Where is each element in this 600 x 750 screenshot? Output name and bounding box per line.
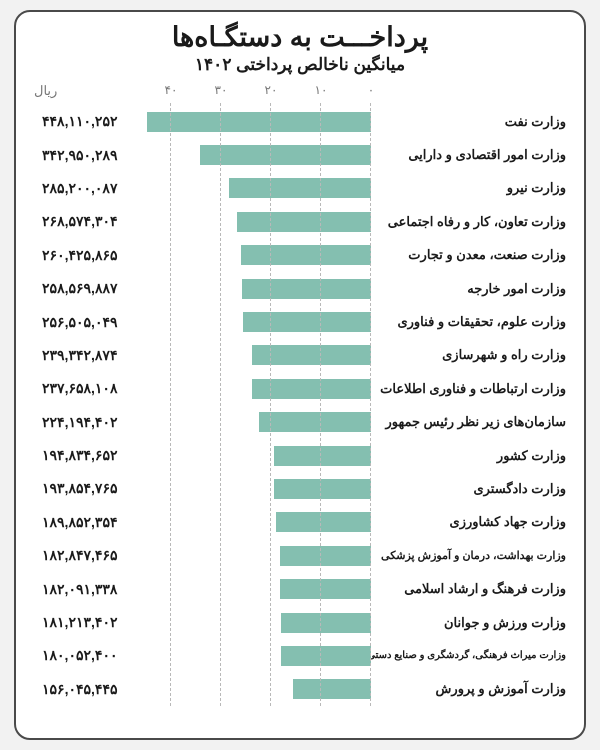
table-row: وزارت آموزش و پرورش ١۵۶,٠۴۵,۴۴۵ [34, 673, 566, 706]
row-label: وزارت تعاون، کار و رفاه اجتماعی [388, 214, 566, 230]
row-label: وزارت آموزش و پرورش [436, 681, 566, 697]
row-value: ١٨١,٢١٣,۴٠٢ [42, 614, 117, 631]
row-label: وزارت نیرو [507, 180, 566, 196]
table-row: وزارت بهداشت، درمان و آموزش پزشکی ١٨٢,٨۴٧… [34, 539, 566, 572]
chart-subtitle: میانگین ناخالص پرداختی ١۴٠٢ [34, 55, 566, 75]
bar [147, 112, 371, 132]
bar [259, 412, 371, 432]
bar [281, 613, 372, 633]
row-value: ٢٣٧,۶۵٨,١٠٨ [42, 380, 117, 397]
bar [276, 512, 371, 532]
bar [280, 546, 372, 566]
row-value: ٢۶٨,۵٧۴,٣٠۴ [42, 213, 118, 230]
chart-card: پرداخـــت به دستگـاه‌ها میانگین ناخالص پ… [14, 10, 586, 740]
table-row: وزارت فرهنگ و ارشاد اسلامی ١٨٢,٠٩١,٣٣٨ [34, 572, 566, 605]
row-value: ٢٨۵,٢٠٠,٠٨٧ [42, 180, 117, 197]
row-value: ١۵۶,٠۴۵,۴۴۵ [42, 681, 118, 698]
table-row: وزارت میراث فرهنگی، گردشگری و صنایع دستی… [34, 639, 566, 672]
row-label: وزارت ارتباطات و فناوری اطلاعات [380, 381, 566, 397]
row-label: وزارت راه و شهرسازی [442, 347, 566, 363]
bar [229, 178, 372, 198]
bar [242, 279, 372, 299]
row-value: ١٩۴,٨٣۴,۶۵٢ [42, 447, 118, 464]
grid-line [270, 103, 271, 706]
table-row: وزارت جهاد کشاورزی ١٨٩,٨۵٢,٣۵۴ [34, 506, 566, 539]
table-row: وزارت دادگستری ١٩٣,٨۵۴,٧۶۵ [34, 472, 566, 505]
table-row: وزارت تعاون، کار و رفاه اجتماعی ٢۶٨,۵٧۴,٣… [34, 205, 566, 238]
bar [237, 212, 372, 232]
row-value: ٢۶٠,۴٢۵,٨۶۵ [42, 247, 118, 264]
grid-line [170, 103, 171, 706]
row-value: ۴۴٨,١١٠,٢۵٢ [42, 113, 118, 130]
row-label: وزارت امور خارجه [467, 281, 566, 297]
axis-tick-label: ٠ [368, 83, 374, 97]
grid-line [370, 103, 371, 706]
row-label: وزارت ورزش و جوانان [444, 615, 566, 631]
row-value: ١٨٢,٠٩١,٣٣٨ [42, 581, 117, 598]
row-value: ١٨٩,٨۵٢,٣۵۴ [42, 514, 117, 531]
row-label: وزارت صنعت، معدن و تجارت [408, 247, 566, 263]
bar [280, 579, 371, 599]
table-row: وزارت امور اقتصادی و دارایی ٣۴٢,٩۵٠,٢٨٩ [34, 138, 566, 171]
table-row: وزارت ارتباطات و فناوری اطلاعات ٢٣٧,۶۵٨,١… [34, 372, 566, 405]
chart-title: پرداخـــت به دستگـاه‌ها [34, 22, 566, 53]
row-label: وزارت جهاد کشاورزی [450, 514, 566, 530]
table-row: وزارت صنعت، معدن و تجارت ٢۶٠,۴٢۵,٨۶۵ [34, 239, 566, 272]
bar [281, 646, 371, 666]
row-value: ٢۵٨,۵۶٩,٨٨٧ [42, 280, 118, 297]
axis-tick-label: ٣٠ [215, 83, 228, 97]
bar [241, 245, 371, 265]
table-row: وزارت راه و شهرسازی ٢٣٩,٣۴٢,٨٧۴ [34, 339, 566, 372]
row-label: وزارت بهداشت، درمان و آموزش پزشکی [381, 549, 566, 562]
table-row: وزارت امور خارجه ٢۵٨,۵۶٩,٨٨٧ [34, 272, 566, 305]
row-label: وزارت فرهنگ و ارشاد اسلامی [404, 581, 566, 597]
row-value: ٢٣٩,٣۴٢,٨٧۴ [42, 347, 117, 364]
row-value: ١٨٢,٨۴٧,۴۶۵ [42, 547, 117, 564]
row-label: وزارت نفت [505, 114, 566, 130]
row-label: وزارت امور اقتصادی و دارایی [408, 147, 566, 163]
axis-tick-label: ١٠ [315, 83, 328, 97]
row-label: وزارت میراث فرهنگی، گردشگری و صنایع دستی [367, 650, 566, 661]
row-label: وزارت دادگستری [473, 481, 566, 497]
row-value: ١٩٣,٨۵۴,٧۶۵ [42, 480, 117, 497]
row-label: وزارت کشور [497, 448, 566, 464]
row-value: ٢۵۶,۵٠۵,٠۴٩ [42, 314, 118, 331]
grid-line [320, 103, 321, 706]
row-label: وزارت علوم، تحقیقات و فناوری [397, 314, 566, 330]
row-value: ٣۴٢,٩۵٠,٢٨٩ [42, 147, 118, 164]
table-row: وزارت نفت ۴۴٨,١١٠,٢۵٢ [34, 105, 566, 138]
bar [293, 679, 371, 699]
bar [200, 145, 372, 165]
row-value: ٢٢۴,١٩۴,۴٠٢ [42, 414, 118, 431]
row-value: ١٨٠,٠۵٢,۴٠٠ [42, 647, 118, 664]
table-row: سازمان‌های زیر نظر رئیس جمهور ٢٢۴,١٩۴,۴٠٢ [34, 406, 566, 439]
bar [274, 446, 372, 466]
axis-tick-label: ٢٠ [265, 83, 278, 97]
table-row: وزارت ورزش و جوانان ١٨١,٢١٣,۴٠٢ [34, 606, 566, 639]
grid-line [220, 103, 221, 706]
table-row: وزارت نیرو ٢٨۵,٢٠٠,٠٨٧ [34, 172, 566, 205]
bar-chart: ریال وزارت نفت۴۴٨,١١٠,٢۵٢وزارت امور اقتص… [34, 83, 566, 706]
axis-tick-label: ۴٠ [165, 83, 178, 97]
table-row: وزارت کشور ١٩۴,٨٣۴,۶۵٢ [34, 439, 566, 472]
bar [274, 479, 371, 499]
row-label: سازمان‌های زیر نظر رئیس جمهور [386, 414, 567, 430]
bar [243, 312, 372, 332]
table-row: وزارت علوم، تحقیقات و فناوری ٢۵۶,۵٠۵,٠۴٩ [34, 305, 566, 338]
chart-rows: وزارت نفت ۴۴٨,١١٠,٢۵٢ وزارت امور اقتصادی و… [34, 83, 566, 706]
